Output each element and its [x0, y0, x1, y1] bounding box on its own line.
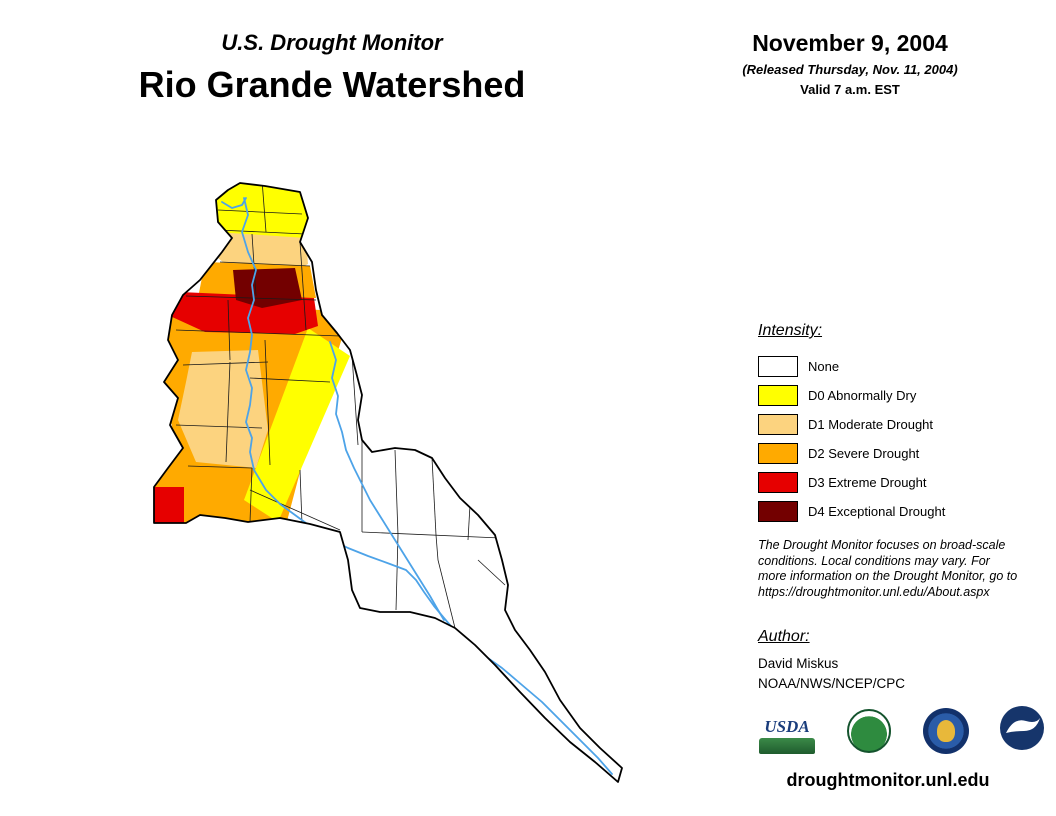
d3-region-southwest	[154, 487, 184, 524]
page-title: Rio Grande Watershed	[138, 64, 526, 105]
ndmc-logo	[847, 708, 892, 753]
valid-time: Valid 7 a.m. EST	[800, 82, 900, 97]
legend-swatch-none	[758, 356, 798, 377]
logo-row: USDA	[758, 706, 1044, 755]
legend-swatch-d0	[758, 385, 798, 406]
date-block: November 9, 2004 (Released Thursday, Nov…	[700, 30, 1000, 97]
legend-swatch-d4	[758, 501, 798, 522]
release-date: (Released Thursday, Nov. 11, 2004)	[742, 62, 958, 77]
usda-logo-text: USDA	[764, 716, 810, 736]
legend-item-d1: D1 Moderate Drought	[758, 410, 1050, 439]
legend-item-none: None	[758, 352, 1050, 381]
legend-title: Intensity:	[758, 322, 823, 339]
legend-swatch-d3	[758, 472, 798, 493]
watershed-map	[153, 182, 623, 783]
d0-region-band	[244, 328, 350, 522]
author-name: David Miskus	[758, 656, 839, 671]
author-heading: Author:	[758, 628, 810, 645]
program-title: U.S. Drought Monitor	[221, 30, 443, 55]
map-date: November 9, 2004	[752, 30, 948, 56]
legend-swatch-d2	[758, 443, 798, 464]
legend-label-d2: D2 Severe Drought	[808, 446, 920, 461]
legend-label-none: None	[808, 359, 840, 374]
rio-grande-river	[241, 197, 613, 775]
disclaimer-text: The Drought Monitor focuses on broad-sca…	[758, 538, 1018, 599]
watershed-outline	[153, 182, 623, 783]
legend-label-d1: D1 Moderate Drought	[808, 417, 934, 432]
county-lines	[175, 183, 506, 629]
noaa-bird-icon	[999, 706, 1044, 750]
usda-logo: USDA	[758, 708, 816, 754]
rivers	[221, 197, 613, 775]
d1-region-central	[178, 350, 268, 468]
commerce-seal-logo	[922, 707, 969, 754]
d4-region-core	[233, 268, 302, 308]
legend-label-d3: D3 Extreme Drought	[808, 475, 927, 490]
legend-item-d3: D3 Extreme Drought	[758, 468, 1050, 497]
legend-label-d0: D0 Abnormally Dry	[808, 388, 917, 403]
intensity-legend: Intensity: None D0 Abnormally Dry D1 Mod…	[758, 322, 1050, 526]
legend-item-d0: D0 Abnormally Dry	[758, 381, 1050, 410]
legend-item-d4: D4 Exceptional Drought	[758, 497, 1050, 526]
legend-label-d4: D4 Exceptional Drought	[808, 504, 946, 519]
usda-logo-field-icon	[759, 737, 815, 754]
author-organization: NOAA/NWS/NCEP/CPC	[758, 676, 906, 691]
noaa-logo	[999, 706, 1044, 755]
legend-swatch-d1	[758, 414, 798, 435]
pecos-river	[329, 341, 445, 621]
commerce-seal-emblem-icon	[936, 719, 955, 742]
headwater-stream	[221, 197, 247, 209]
legend-item-d2: D2 Severe Drought	[758, 439, 1050, 468]
footer-url: droughtmonitor.unl.edu	[786, 770, 990, 790]
